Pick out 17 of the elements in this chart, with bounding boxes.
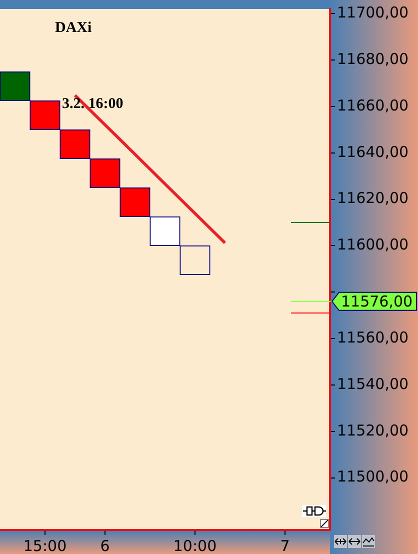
y-tick-label: 11700,00 [337, 4, 409, 22]
ref-line-label: 11576,00 [341, 292, 413, 310]
x-tick-label: 10:00 [173, 536, 217, 554]
y-tick-label: 11660,00 [337, 96, 409, 114]
y-tick-label: 11640,00 [337, 142, 409, 161]
y-tick-label: 11600,00 [337, 236, 409, 254]
annotation: 3.2. 16:00 [62, 96, 124, 112]
y-tick-label: 11500,00 [337, 468, 409, 486]
y-tick-label: 11520,00 [337, 421, 409, 440]
y-tick-label: 11560,00 [337, 328, 409, 346]
x-tick-label: 6 [100, 536, 110, 554]
x-tick-label: 7 [280, 536, 290, 554]
y-tick-label: 11620,00 [337, 189, 409, 208]
y-tick-label: 11540,00 [337, 374, 409, 393]
y-tick-label: 11680,00 [337, 50, 409, 68]
text: DAXi [55, 20, 92, 36]
x-tick-label: 15:00 [23, 536, 67, 554]
